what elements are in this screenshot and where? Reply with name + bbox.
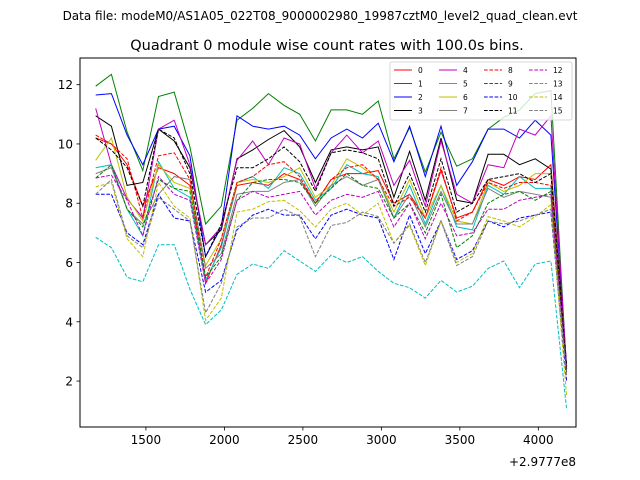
series-line-4 xyxy=(95,108,568,370)
legend-label: 11 xyxy=(508,107,518,116)
x-tick-label: 2500 xyxy=(288,433,319,447)
x-axis: 1500 2000 2500 3000 3500 4000 xyxy=(131,427,554,447)
axes-frame xyxy=(79,57,577,428)
series-line-14 xyxy=(95,181,568,396)
legend-label: 8 xyxy=(508,66,513,75)
y-tick-label: 10 xyxy=(58,137,73,151)
legend-box xyxy=(389,61,573,121)
legend-label: 0 xyxy=(418,66,423,75)
legend-item-15: 15 xyxy=(529,107,563,116)
chart-title: Quadrant 0 module wise count rates with … xyxy=(130,38,524,54)
legend-item-10: 10 xyxy=(484,93,518,102)
y-tick-label: 12 xyxy=(58,78,73,92)
series-line-13 xyxy=(95,236,568,410)
y-axis: 2 4 6 8 10 12 xyxy=(58,78,80,389)
series-line-9 xyxy=(95,163,568,373)
series-line-0 xyxy=(95,137,568,367)
series-line-11 xyxy=(95,128,568,370)
legend-label: 13 xyxy=(553,80,563,89)
series-line-8 xyxy=(95,134,568,370)
legend-item-14: 14 xyxy=(529,93,563,102)
legend-item-8: 8 xyxy=(484,66,513,75)
series-line-12 xyxy=(95,174,568,376)
series-line-2 xyxy=(95,93,568,367)
legend-item-0: 0 xyxy=(394,66,423,75)
legend-label: 10 xyxy=(508,93,518,102)
legend-item-3: 3 xyxy=(394,107,423,116)
legend-item-6: 6 xyxy=(439,93,468,102)
plot-lines xyxy=(95,73,568,410)
x-tick-label: 3500 xyxy=(445,433,476,447)
legend-item-7: 7 xyxy=(439,107,468,116)
legend-label: 9 xyxy=(508,80,513,89)
x-axis-offset-label: +2.9777e8 xyxy=(509,455,576,469)
legend-label: 14 xyxy=(553,93,563,102)
x-tick-label: 2000 xyxy=(209,433,240,447)
legend-item-1: 1 xyxy=(394,80,423,89)
series-line-3 xyxy=(95,115,568,367)
legend-label: 5 xyxy=(463,80,468,89)
figure-suptitle: Data file: modeM0/AS1A05_022T08_90000029… xyxy=(63,9,578,23)
legend-label: 15 xyxy=(553,107,563,116)
y-tick-label: 2 xyxy=(65,375,73,389)
x-tick-label: 1500 xyxy=(131,433,162,447)
legend-label: 4 xyxy=(463,66,468,75)
series-line-7 xyxy=(95,167,568,373)
legend-label: 12 xyxy=(553,66,563,75)
y-tick-label: 4 xyxy=(65,315,73,329)
x-tick-label: 3000 xyxy=(366,433,397,447)
legend-item-9: 9 xyxy=(484,80,513,89)
legend-label: 7 xyxy=(463,107,468,116)
x-tick-label: 4000 xyxy=(523,433,554,447)
legend-label: 6 xyxy=(463,93,468,102)
legend-label: 2 xyxy=(418,93,423,102)
legend-label: 3 xyxy=(418,107,423,116)
legend-item-5: 5 xyxy=(439,80,468,89)
y-tick-label: 6 xyxy=(65,256,73,270)
y-tick-label: 8 xyxy=(65,197,73,211)
legend-item-2: 2 xyxy=(394,93,423,102)
legend-item-13: 13 xyxy=(529,80,563,89)
legend-label: 1 xyxy=(418,80,423,89)
series-line-10 xyxy=(95,193,568,382)
legend-item-4: 4 xyxy=(439,66,468,75)
legend-item-11: 11 xyxy=(484,107,518,116)
legend-item-12: 12 xyxy=(529,66,563,75)
series-line-15 xyxy=(95,178,568,376)
